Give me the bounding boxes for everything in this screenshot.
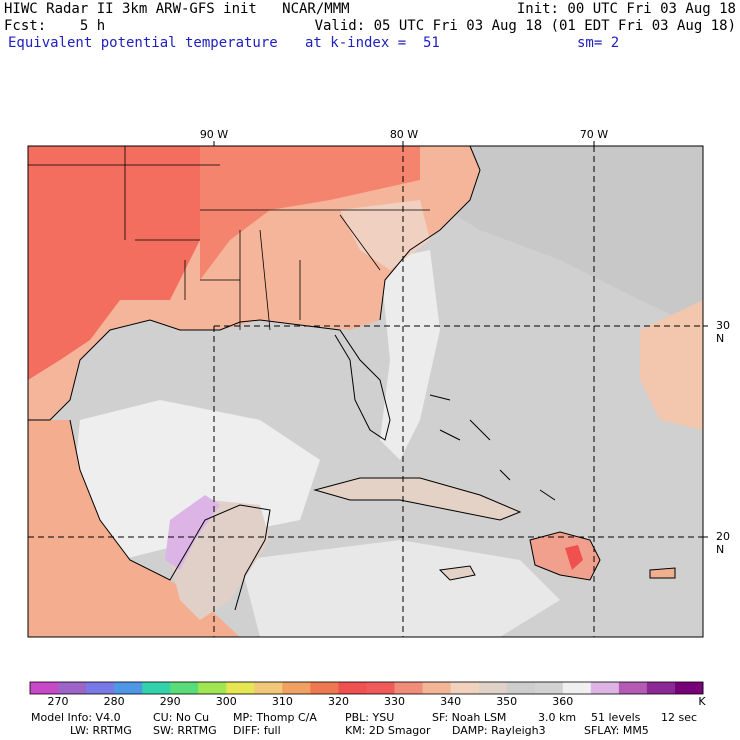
footer-cu: CU: No Cu <box>153 711 210 724</box>
colorbar-label: 280 <box>103 695 125 708</box>
init-time: Init: 00 UTC Fri 03 Aug 18 <box>516 1 736 17</box>
footer-pbl: PBL: YSU <box>345 711 395 724</box>
mexico-coastline <box>69 419 271 611</box>
bahamas-outline <box>429 394 556 501</box>
lon-label-90w: 90 W <box>199 128 229 141</box>
colorbar-swatch <box>86 682 115 694</box>
lon-label-70w: 70 W <box>579 128 609 141</box>
map-frame <box>27 145 704 638</box>
colorbar-label: 270 <box>47 695 69 708</box>
colorbar-swatch <box>394 682 424 694</box>
atlantic-field <box>430 146 703 330</box>
colorbar-swatch <box>198 682 227 694</box>
purple-patch <box>165 495 220 570</box>
footer-timestep: 12 sec <box>661 711 698 724</box>
lat-label-20n: 20 N <box>716 530 730 556</box>
map-ticks <box>213 141 708 538</box>
colorbar-swatch <box>142 682 171 694</box>
caribbean-light-field <box>240 540 560 637</box>
colorbar-label: 300 <box>215 695 237 708</box>
level-info: at k-index = 51 <box>305 35 440 51</box>
state-borders <box>28 146 430 331</box>
footer-sf: SF: Noah LSM <box>432 711 507 724</box>
colorbar-frame <box>29 681 704 695</box>
colorbar-label: 310 <box>271 695 293 708</box>
colorbar-swatch <box>310 682 339 694</box>
footer-sflay: SFLAY: MM5 <box>584 724 649 737</box>
colorbar-swatch <box>618 682 648 694</box>
hispaniola-hot-spot <box>565 545 583 570</box>
lat-label-30n: 30 N <box>716 319 730 345</box>
colorbar-swatch <box>282 682 311 694</box>
colorbar-swatch <box>478 682 508 694</box>
footer-diff: DIFF: full <box>233 724 281 737</box>
colorbar-label: 290 <box>159 695 181 708</box>
colorbar-label: 320 <box>328 695 349 708</box>
colorbar-swatch <box>534 682 564 694</box>
colorbar-swatch <box>450 682 480 694</box>
colorbar-swatch <box>170 682 199 694</box>
lon-label-80w: 80 W <box>389 128 419 141</box>
colorbar-swatch <box>506 682 536 694</box>
colorbar-swatch <box>590 682 620 694</box>
atlantic-coastline <box>379 146 481 321</box>
colorbar-label: 350 <box>496 695 518 708</box>
footer-res: 3.0 km <box>538 711 577 724</box>
mexico-land-field <box>28 420 240 637</box>
field-name: Equivalent potential temperature <box>8 35 278 51</box>
forecast-hour: Fcst: 5 h <box>4 18 106 34</box>
colorbar-label: 330 <box>384 695 405 708</box>
east-warm-field <box>640 300 703 430</box>
footer-sw: SW: RRTMG <box>153 724 217 737</box>
title-left: HIWC Radar II 3km ARW-GFS init NCAR/MMM <box>4 1 350 17</box>
colorbar-swatch <box>114 682 143 694</box>
cuba-outline <box>313 477 522 521</box>
colorbar-swatch <box>338 682 367 694</box>
colorbar-label: 360 <box>552 695 574 708</box>
colorbar-swatch <box>562 682 592 694</box>
map-field <box>28 146 703 637</box>
footer-mp: MP: Thomp C/A <box>233 711 317 724</box>
colorbar-swatch <box>674 682 704 694</box>
footer-km: KM: 2D Smagor <box>345 724 431 737</box>
midsouth-hot-field <box>200 146 420 280</box>
florida-strait-light-field <box>380 250 440 460</box>
puerto-rico-outline <box>649 567 676 579</box>
footer-damp: DAMP: Rayleigh3 <box>452 724 546 737</box>
hispaniola-outline <box>529 531 601 581</box>
gulf-coastline <box>28 319 391 441</box>
valid-time: Valid: 05 UTC Fri 03 Aug 18 (01 EDT Fri … <box>314 18 736 34</box>
colorbar-swatch <box>226 682 255 694</box>
colorbar-swatch <box>254 682 283 694</box>
colorbar-swatch <box>58 682 87 694</box>
colorbar-swatch <box>366 682 396 694</box>
colorbar-swatch <box>422 682 452 694</box>
jamaica-outline <box>438 565 476 581</box>
colorbar <box>30 682 704 694</box>
footer-model-info: Model Info: V4.0 <box>31 711 121 724</box>
footer-levels: 51 levels <box>591 711 641 724</box>
smoothing-info: sm= 2 <box>577 35 620 51</box>
colorbar-swatch <box>30 682 59 694</box>
footer-lw: LW: RRTMG <box>70 724 132 737</box>
colorbar-swatch <box>646 682 676 694</box>
colorbar-unit: K <box>698 695 706 708</box>
texas-hot-field <box>28 146 220 380</box>
colorbar-label: 340 <box>440 695 462 708</box>
